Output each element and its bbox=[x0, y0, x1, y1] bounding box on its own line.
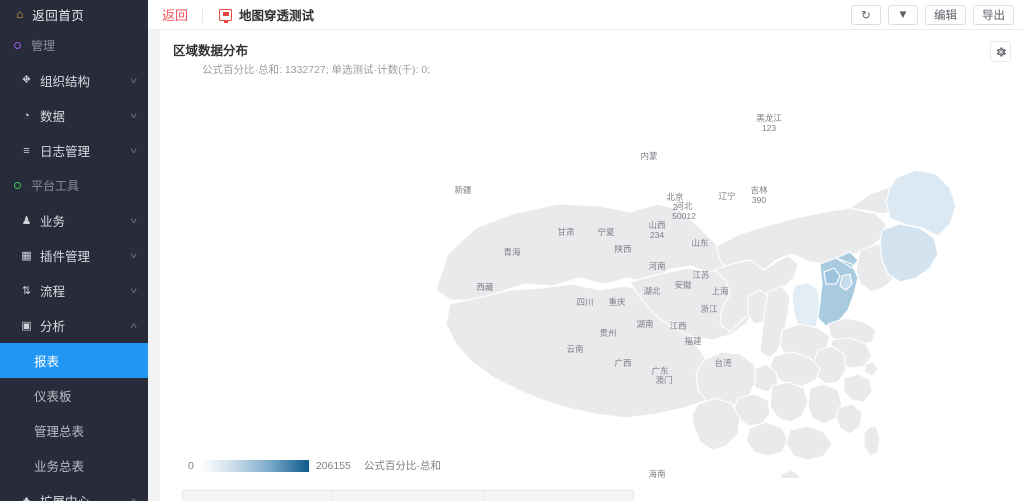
sidebar-home-link[interactable]: ⌂ 返回首页 bbox=[0, 0, 148, 28]
sidebar-item-组织结构[interactable]: ⛖ 组织结构 ˅ bbox=[0, 63, 148, 98]
home-icon: ⌂ bbox=[16, 7, 24, 21]
sidebar: ⌂ 返回首页 管理 ⛖ 组织结构 ˅ ◔ 数据 ˅ ≡ 日志管理 ˅ 平台工具 ♟ 业务 ˅ ▦ 插件管理 ˅ ⇅… bbox=[0, 0, 148, 501]
group-dot-icon bbox=[14, 182, 21, 189]
chart-settings-button[interactable] bbox=[990, 41, 1011, 62]
sidebar-item-业务[interactable]: ♟ 业务 ˅ bbox=[0, 203, 148, 238]
sidebar-item-label: 数据 bbox=[40, 110, 66, 124]
clock-pie-icon: ◔ bbox=[23, 109, 30, 122]
chevron-up-icon: ˄ bbox=[129, 320, 138, 331]
china-map-svg bbox=[435, 169, 957, 478]
topbar-title-group: 地图穿透测试 bbox=[203, 5, 314, 24]
chevron-up-icon: ˄ bbox=[129, 495, 138, 501]
map-regions bbox=[435, 169, 957, 478]
gear-icon bbox=[996, 47, 1006, 56]
chevron-down-icon: ˅ bbox=[129, 215, 138, 226]
sidebar-item-label: 扩展中心 bbox=[40, 491, 124, 501]
sidebar-subitem-label: 报表 bbox=[34, 355, 60, 369]
sidebar-subitem-仪表板[interactable]: 仪表板 bbox=[0, 378, 148, 413]
topbar: 返回 地图穿透测试 ↻ ▼ 编辑 导出 bbox=[148, 0, 1024, 30]
chevron-down-icon: ˅ bbox=[129, 250, 138, 261]
sidebar-home-label: 返回首页 bbox=[32, 8, 85, 23]
main-area: 返回 地图穿透测试 ↻ ▼ 编辑 导出 区域数据分布 公式百分比·总和: 133… bbox=[148, 0, 1024, 501]
chevron-down-icon: ˅ bbox=[129, 145, 138, 156]
sitemap-icon: ⛖ bbox=[22, 74, 31, 86]
sidebar-group-平台工具: 平台工具 bbox=[0, 168, 148, 203]
sidebar-item-扩展中心[interactable]: ♣ 扩展中心 ˄ bbox=[0, 483, 148, 501]
grid-icon: ▦ bbox=[21, 250, 32, 262]
sidebar-item-数据[interactable]: ◔ 数据 ˅ bbox=[0, 98, 148, 133]
chart-title: 区域数据分布 bbox=[173, 44, 249, 58]
sidebar-subitem-label: 管理总表 bbox=[34, 425, 85, 439]
sidebar-item-插件管理[interactable]: ▦ 插件管理 ˅ bbox=[0, 238, 148, 273]
refresh-button[interactable]: ↻ bbox=[851, 4, 881, 25]
flow-icon: ⇅ bbox=[21, 285, 32, 297]
puzzle-icon: ♣ bbox=[22, 494, 31, 501]
sidebar-item-分析[interactable]: ▣ 分析 ˄ bbox=[0, 308, 148, 343]
chevron-down-icon: ˅ bbox=[129, 110, 138, 121]
sidebar-subitem-业务总表[interactable]: 业务总表 bbox=[0, 448, 148, 483]
sidebar-subitem-管理总表[interactable]: 管理总表 bbox=[0, 413, 148, 448]
table-column-2 bbox=[333, 491, 484, 501]
legend-gradient-bar bbox=[200, 459, 309, 472]
list-icon: ≡ bbox=[23, 144, 30, 157]
chart-subtitle: 公式百分比·总和: 1332727; 单选测试·计数(千): 0; bbox=[202, 64, 431, 76]
sidebar-item-label: 组织结构 bbox=[40, 75, 91, 89]
sidebar-item-流程[interactable]: ⇅ 流程 ˅ bbox=[0, 273, 148, 308]
briefcase-icon: ♟ bbox=[21, 215, 32, 227]
legend-max: 206155 bbox=[315, 459, 351, 472]
bottom-table-header[interactable] bbox=[182, 490, 634, 501]
legend-label: 公式百分比·总和 bbox=[363, 460, 441, 472]
sidebar-item-label: 插件管理 bbox=[40, 250, 91, 264]
chevron-down-icon: ˅ bbox=[129, 75, 138, 86]
report-monitor-icon bbox=[219, 8, 233, 23]
sidebar-group-管理: 管理 bbox=[0, 28, 148, 63]
sidebar-group-label: 平台工具 bbox=[31, 179, 80, 193]
chart-icon: ▣ bbox=[21, 320, 32, 332]
sidebar-item-label: 日志管理 bbox=[40, 145, 91, 159]
edit-button[interactable]: 编辑 bbox=[925, 4, 966, 25]
page-title: 地图穿透测试 bbox=[239, 9, 315, 23]
sidebar-item-label: 流程 bbox=[40, 285, 66, 299]
map-legend: 0 206155 公式百分比·总和 bbox=[188, 458, 441, 473]
sidebar-subitem-label: 仪表板 bbox=[34, 390, 72, 404]
sidebar-item-日志管理[interactable]: ≡ 日志管理 ˅ bbox=[0, 133, 148, 168]
sidebar-subitem-报表[interactable]: 报表 bbox=[0, 343, 148, 378]
chart-panel: 区域数据分布 公式百分比·总和: 1332727; 单选测试·计数(千): 0; bbox=[160, 30, 1024, 501]
sidebar-group-label: 管理 bbox=[31, 39, 56, 53]
legend-min: 0 bbox=[188, 459, 194, 472]
export-button[interactable]: 导出 bbox=[973, 4, 1014, 25]
group-dot-icon bbox=[14, 42, 21, 49]
table-column-1 bbox=[183, 491, 334, 501]
back-button[interactable]: 返回 bbox=[162, 8, 189, 23]
filter-button[interactable]: ▼ bbox=[888, 4, 918, 25]
sidebar-item-label: 业务 bbox=[40, 215, 66, 229]
sidebar-subitem-label: 业务总表 bbox=[34, 460, 85, 474]
table-column-3 bbox=[484, 491, 633, 501]
china-map[interactable]: 黑龙江 123 吉林 390 辽宁 内蒙 北京 2 河北 50012 山西 234 山东 新疆 甘肃 宁夏 陕西… bbox=[160, 78, 1024, 479]
topbar-divider bbox=[202, 6, 204, 23]
chevron-down-icon: ˅ bbox=[129, 285, 138, 296]
sidebar-item-label: 分析 bbox=[40, 320, 66, 334]
sidebar-menu: 管理 ⛖ 组织结构 ˅ ◔ 数据 ˅ ≡ 日志管理 ˅ 平台工具 ♟ 业务 ˅ ▦ 插件管理 ˅ ⇅ 流程 ˅ ▣ 分析 ˄… bbox=[0, 28, 148, 501]
